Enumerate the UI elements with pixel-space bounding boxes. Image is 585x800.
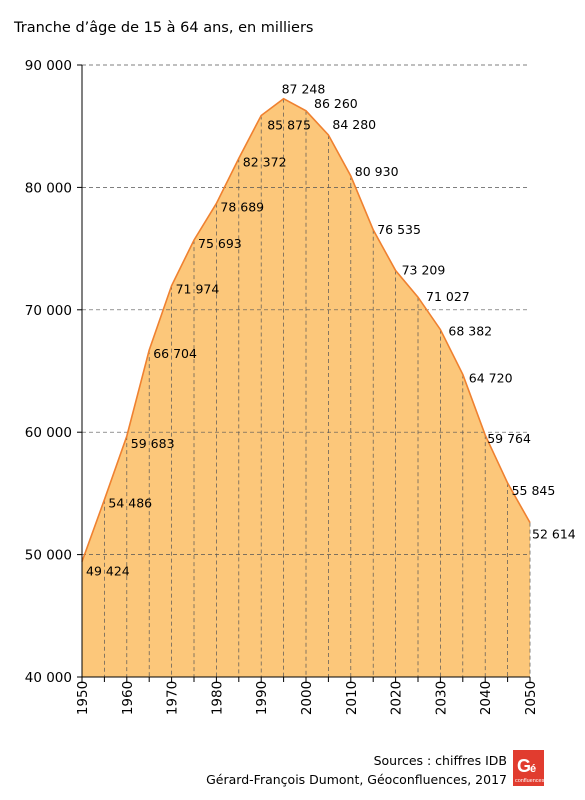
y-tick-label: 50 000 xyxy=(25,548,72,564)
data-label: 87 248 xyxy=(282,82,326,97)
area-layer xyxy=(82,98,531,678)
x-tick-label: 2050 xyxy=(523,681,539,715)
x-tick-label: 2040 xyxy=(478,681,494,715)
data-label: 86 260 xyxy=(314,96,358,111)
y-tick-label: 60 000 xyxy=(25,425,72,441)
x-tick-label: 1960 xyxy=(120,681,136,715)
data-label: 71 027 xyxy=(426,289,470,304)
data-label: 49 424 xyxy=(86,564,130,579)
svg-text:é: é xyxy=(530,763,536,775)
x-tick-label: 1950 xyxy=(75,681,91,715)
data-label: 55 845 xyxy=(512,483,556,498)
x-tick-label: 2020 xyxy=(389,681,405,715)
y-tick-label: 80 000 xyxy=(25,180,72,196)
x-tick-label: 2000 xyxy=(299,681,315,715)
author-text: Gérard-François Dumont, Géoconfluences, … xyxy=(206,772,507,787)
chart-title: Tranche d’âge de 15 à 64 ans, en millier… xyxy=(14,20,314,36)
y-tick-label: 70 000 xyxy=(25,303,72,319)
data-label: 68 382 xyxy=(448,324,492,339)
x-tick-label: 2030 xyxy=(433,681,449,715)
x-tick-label: 1980 xyxy=(209,681,225,715)
data-label: 73 209 xyxy=(402,263,446,278)
data-label: 75 693 xyxy=(198,236,242,251)
area-chart: 40 000 50 000 60 000 70 000 80 000 90 000 1950… xyxy=(25,58,576,715)
sources-block: Sources : chiffres IDB Gérard-François D… xyxy=(206,751,507,789)
data-label: 59 764 xyxy=(487,431,531,446)
data-label: 76 535 xyxy=(377,222,421,237)
data-label: 54 486 xyxy=(108,496,152,511)
y-tick-label: 40 000 xyxy=(25,670,72,686)
data-label: 66 704 xyxy=(153,346,197,361)
svg-text:G: G xyxy=(517,756,531,776)
data-label: 84 280 xyxy=(332,117,376,132)
svg-text:confluences: confluences xyxy=(515,778,544,784)
data-label: 64 720 xyxy=(469,370,513,385)
data-label: 59 683 xyxy=(131,436,175,451)
data-label: 78 689 xyxy=(220,199,264,214)
grid-layer xyxy=(82,64,530,555)
data-label-layer: 49 424 54 486 59 683 66 704 71 974 75 693 78 6… xyxy=(86,82,576,579)
data-label: 80 930 xyxy=(355,164,399,179)
sources-text: Sources : chiffres IDB xyxy=(373,753,507,768)
x-tick-label: 2010 xyxy=(344,681,360,715)
geoconfluences-logo: G é confluences xyxy=(513,750,544,786)
x-tick-label: 1990 xyxy=(254,681,270,715)
series-line xyxy=(81,97,531,562)
data-label: 52 614 xyxy=(532,527,576,542)
x-tick-label: 1970 xyxy=(165,681,181,715)
y-tick-label: 90 000 xyxy=(25,58,72,74)
axis-layer: 40 000 50 000 60 000 70 000 80 000 90 000 1950… xyxy=(25,58,539,715)
data-label: 85 875 xyxy=(267,117,311,132)
data-label: 82 372 xyxy=(243,154,287,169)
data-label: 71 974 xyxy=(176,282,220,297)
